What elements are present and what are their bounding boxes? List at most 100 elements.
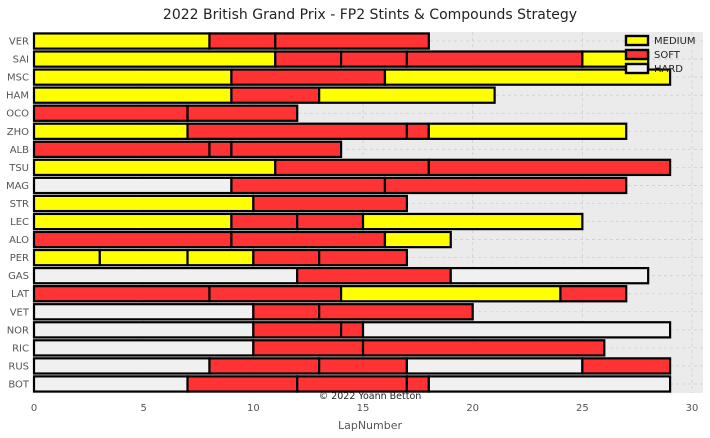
y-tick-label: SAI (13, 55, 29, 66)
stint-bar-nor (252, 321, 343, 339)
stint-bar-vet (252, 303, 321, 321)
y-tick-label: STR (10, 199, 29, 210)
legend-swatch-hard (624, 62, 650, 75)
stint-bar-alb (208, 140, 233, 159)
y-tick-labels: VER SAI MSC HAM OCO ZHO ALB TSU MAG STR LEC ALO PER G… (6, 37, 30, 391)
y-tick-label: TSU (8, 163, 29, 174)
x-axis-label: LapNumber (338, 419, 403, 432)
stint-bar-mag (32, 176, 233, 195)
stint-bar-per (318, 248, 408, 267)
stint-bar-gas (449, 266, 650, 285)
stint-bar-sai (274, 50, 343, 68)
x-tick-label: 30 (686, 403, 699, 414)
x-tick-label: 25 (576, 403, 589, 414)
stint-bar-per (32, 248, 101, 267)
stint-bar-mag (230, 176, 387, 195)
y-tick-label: LEC (10, 217, 29, 228)
x-tick-label: 10 (247, 403, 260, 414)
stint-bar-gas (296, 266, 452, 285)
stint-bar-rus (581, 357, 672, 375)
stint-bar-sai (339, 50, 408, 68)
stint-bar-ver (32, 32, 211, 50)
stint-bar-bot (427, 375, 672, 393)
stint-bar-nor (32, 321, 255, 339)
stint-bar-lec (361, 212, 584, 231)
stint-bar-per (98, 248, 189, 267)
stint-bar-zho (427, 122, 628, 140)
y-tick-label: GAS (8, 271, 29, 282)
stint-bar-ham (318, 86, 496, 104)
stint-bar-vet (32, 303, 255, 321)
x-tick-label: 0 (31, 403, 37, 414)
stint-bar-lec (32, 212, 233, 231)
stint-bar-rus (208, 357, 321, 375)
x-tick-labels: 0 5 10 15 20 25 30 (31, 403, 699, 414)
y-tick-label: ALB (10, 145, 29, 156)
stint-bar-bot (32, 375, 189, 393)
stint-bar-tsu (427, 158, 672, 177)
stint-bar-rus (32, 357, 211, 375)
stint-bar-ric (252, 339, 365, 357)
stint-bar-rus (318, 357, 408, 375)
x-tick-label: 20 (466, 403, 479, 414)
y-tick-label: BOT (8, 379, 30, 390)
y-tick-label: RIC (12, 343, 29, 354)
stint-bar-nor (361, 321, 672, 339)
stint-bar-alo (230, 230, 387, 249)
stint-bar-zho (186, 122, 408, 140)
legend: MEDIUM SOFT HARD (624, 34, 696, 75)
stint-bar-tsu (32, 158, 277, 177)
stint-bar-rus (405, 357, 584, 375)
stint-bar-lec (296, 212, 365, 231)
stint-bar-sai (32, 50, 277, 68)
stint-bar-msc (32, 68, 233, 86)
stint-bar-alo (32, 230, 233, 249)
stint-bar-bot (186, 375, 299, 393)
stint-bar-ver (274, 32, 430, 50)
stint-bar-oco (32, 104, 189, 122)
legend-label-hard: HARD (654, 64, 683, 75)
stint-bar-lat (559, 285, 628, 303)
stint-bar-bot (296, 375, 408, 393)
y-tick-label: ALO (9, 235, 29, 246)
stint-bar-lat (208, 285, 343, 303)
stint-bar-mag (383, 176, 628, 195)
stint-bar-sai (405, 50, 584, 68)
y-tick-label: NOR (7, 325, 29, 336)
stint-bar-zho (405, 122, 430, 140)
stint-bar-lec (230, 212, 299, 231)
stint-bar-oco (186, 104, 299, 122)
y-tick-label: HAM (6, 91, 29, 102)
stint-bar-alb (230, 140, 343, 159)
stint-bar-msc (230, 68, 387, 86)
x-tick-label: 15 (357, 403, 370, 414)
stint-bar-lat (339, 285, 562, 303)
y-tick-label: LAT (11, 289, 30, 300)
stint-bar-zho (32, 122, 189, 140)
stint-bar-tsu (274, 158, 430, 177)
stint-bar-alb (32, 140, 211, 159)
stint-bar-str (32, 194, 255, 213)
stint-bar-per (186, 248, 255, 267)
credit-annotation: © 2022 Yoann Betton (319, 391, 422, 402)
y-tick-label: RUS (8, 361, 29, 372)
stint-bar-ric (32, 339, 255, 357)
legend-swatch-soft (624, 48, 650, 61)
y-tick-label: VET (10, 307, 30, 318)
y-tick-label: MSC (7, 73, 29, 84)
y-tick-label: PER (10, 253, 29, 264)
stint-bar-nor (339, 321, 365, 339)
stint-bar-ric (361, 339, 606, 357)
y-tick-label: ZHO (7, 127, 29, 138)
stint-bar-bot (405, 375, 430, 393)
stint-bar-lat (32, 285, 211, 303)
plot-background (34, 32, 703, 393)
stint-bar-gas (32, 266, 299, 285)
stint-bar-vet (318, 303, 474, 321)
legend-label-medium: MEDIUM (654, 36, 696, 47)
stint-bar-ver (208, 32, 277, 50)
stint-bar-str (252, 194, 408, 213)
legend-label-soft: SOFT (654, 50, 681, 61)
legend-swatch-medium (624, 34, 650, 47)
